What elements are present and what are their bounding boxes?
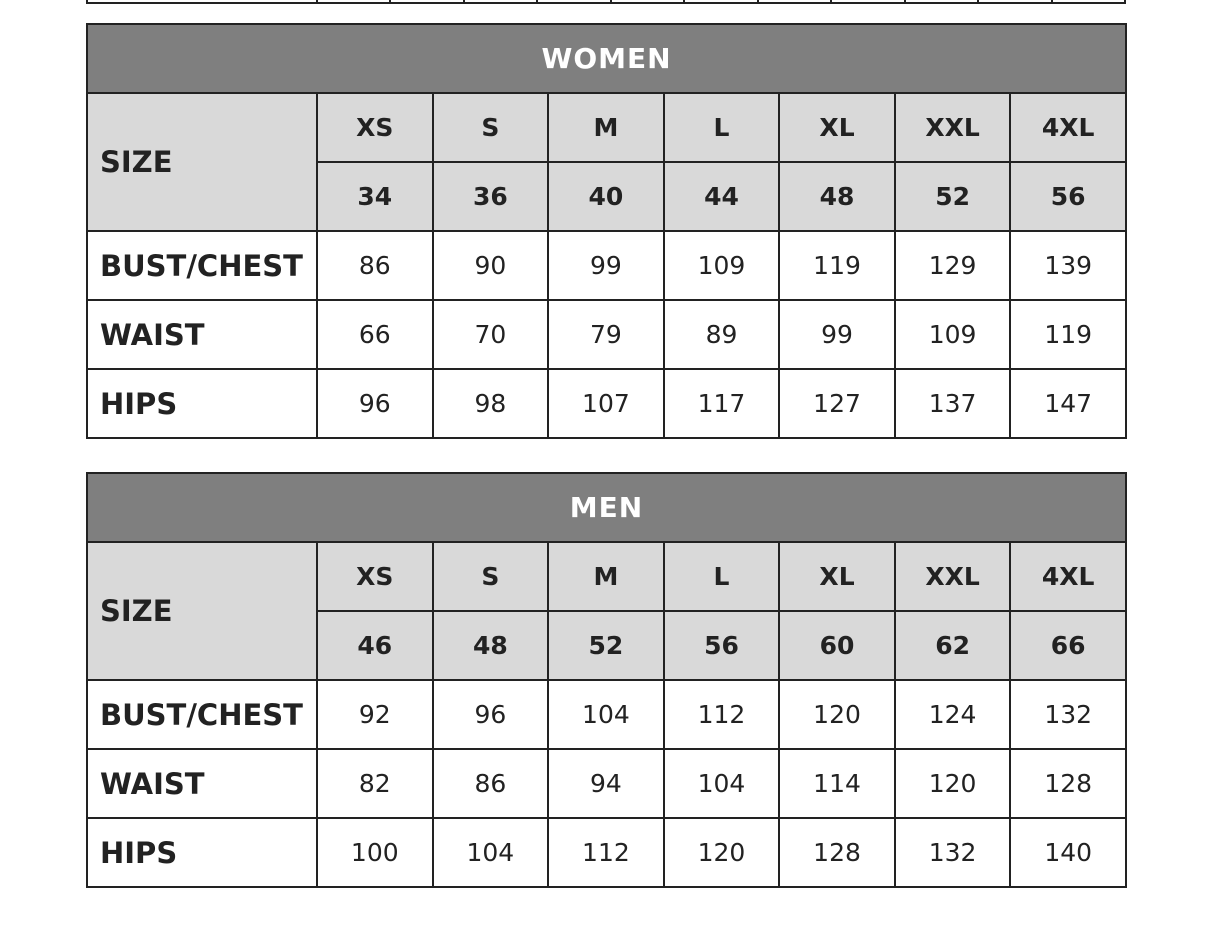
measurement-cell: 96 xyxy=(431,679,550,750)
row-label: BUST/CHEST xyxy=(86,230,318,301)
measurement-cell: 128 xyxy=(1009,748,1127,819)
measurement-cell: 112 xyxy=(662,679,781,750)
measurement-cell: 128 xyxy=(778,817,896,888)
measurement-cell: 89 xyxy=(662,299,781,370)
size-letter-header: 4XL xyxy=(1009,92,1127,163)
size-number-header: 56 xyxy=(662,610,781,681)
size-letter-header: L xyxy=(662,541,781,612)
table-row: BUST/CHEST 86 90 99 109 119 129 139 xyxy=(86,230,1127,301)
measurement-cell: 107 xyxy=(547,368,665,439)
measurement-cell: 124 xyxy=(893,679,1012,750)
size-letter-row: SIZE XS S M L XL XXL 4XL xyxy=(86,541,1127,681)
size-letter-header: S xyxy=(431,92,550,163)
size-number-header: 48 xyxy=(778,161,896,232)
measurement-cell: 104 xyxy=(662,748,781,819)
measurement-cell: 129 xyxy=(893,230,1012,301)
size-number-header: 66 xyxy=(1009,610,1127,681)
measurement-cell: 147 xyxy=(1009,368,1127,439)
men-size-table: MEN SIZE XS S M L XL XXL 4XL 46 48 52 56 60 62 66 BUST/C… xyxy=(86,472,1127,888)
previous-table-bottom-edge xyxy=(86,0,1126,4)
measurement-cell: 104 xyxy=(547,679,665,750)
size-number-header: 46 xyxy=(316,610,434,681)
size-number-header: 52 xyxy=(893,161,1012,232)
measurement-cell: 139 xyxy=(1009,230,1127,301)
size-number-row: 34 36 40 44 48 52 56 xyxy=(87,161,1127,232)
measurement-cell: 127 xyxy=(778,368,896,439)
size-number-header: 40 xyxy=(547,161,665,232)
size-letter-header: XL xyxy=(778,541,896,612)
size-letter-header: XXL xyxy=(893,92,1012,163)
size-letter-header: 4XL xyxy=(1009,541,1127,612)
table-row: HIPS 100 104 112 120 128 132 140 xyxy=(86,817,1127,888)
measurement-cell: 82 xyxy=(316,748,434,819)
measurement-cell: 100 xyxy=(316,817,434,888)
size-label: SIZE xyxy=(86,541,318,681)
table-row: WAIST 66 70 79 89 99 109 119 xyxy=(86,299,1127,370)
measurement-cell: 99 xyxy=(778,299,896,370)
measurement-cell: 114 xyxy=(778,748,896,819)
measurement-cell: 119 xyxy=(778,230,896,301)
women-size-table: WOMEN SIZE XS S M L XL XXL 4XL 34 36 40 44 48 52 56 BUST… xyxy=(86,23,1127,439)
size-number-header: 34 xyxy=(316,161,434,232)
size-letter-header: XL xyxy=(778,92,896,163)
measurement-cell: 99 xyxy=(547,230,665,301)
size-letter-header: M xyxy=(547,92,665,163)
table-row: BUST/CHEST 92 96 104 112 120 124 132 xyxy=(86,679,1127,750)
size-number-header: 56 xyxy=(1009,161,1127,232)
row-label: HIPS xyxy=(86,368,318,439)
measurement-cell: 132 xyxy=(893,817,1012,888)
size-number-header: 62 xyxy=(893,610,1012,681)
measurement-cell: 137 xyxy=(893,368,1012,439)
title-row: WOMEN xyxy=(86,23,1127,94)
size-letter-header: M xyxy=(547,541,665,612)
size-letter-header: S xyxy=(431,541,550,612)
size-label: SIZE xyxy=(86,92,318,232)
table-row: HIPS 96 98 107 117 127 137 147 xyxy=(86,368,1127,439)
size-letter-row: SIZE XS S M L XL XXL 4XL xyxy=(86,92,1127,232)
measurement-cell: 112 xyxy=(547,817,665,888)
size-number-header: 36 xyxy=(431,161,550,232)
measurement-cell: 79 xyxy=(547,299,665,370)
measurement-cell: 117 xyxy=(662,368,781,439)
table-title: MEN xyxy=(86,472,1127,543)
measurement-cell: 86 xyxy=(431,748,550,819)
measurement-cell: 120 xyxy=(662,817,781,888)
measurement-cell: 98 xyxy=(431,368,550,439)
size-number-header: 60 xyxy=(778,610,896,681)
size-letter-header: XS xyxy=(316,92,434,163)
measurement-cell: 94 xyxy=(547,748,665,819)
measurement-cell: 66 xyxy=(316,299,434,370)
measurement-cell: 92 xyxy=(316,679,434,750)
row-label: WAIST xyxy=(86,748,318,819)
size-number-row: 46 48 52 56 60 62 66 xyxy=(87,610,1127,681)
measurement-cell: 120 xyxy=(778,679,896,750)
measurement-cell: 86 xyxy=(316,230,434,301)
measurement-cell: 109 xyxy=(893,299,1012,370)
table-row: WAIST 82 86 94 104 114 120 128 xyxy=(86,748,1127,819)
measurement-cell: 104 xyxy=(431,817,550,888)
size-number-header: 48 xyxy=(431,610,550,681)
measurement-cell: 120 xyxy=(893,748,1012,819)
measurement-cell: 119 xyxy=(1009,299,1127,370)
table-title: WOMEN xyxy=(86,23,1127,94)
row-label: BUST/CHEST xyxy=(86,679,318,750)
title-row: MEN xyxy=(86,472,1127,543)
size-number-header: 52 xyxy=(547,610,665,681)
measurement-cell: 109 xyxy=(662,230,781,301)
measurement-cell: 70 xyxy=(431,299,550,370)
size-number-header: 44 xyxy=(662,161,781,232)
measurement-cell: 140 xyxy=(1009,817,1127,888)
size-letter-header: XXL xyxy=(893,541,1012,612)
measurement-cell: 90 xyxy=(431,230,550,301)
measurement-cell: 96 xyxy=(316,368,434,439)
size-letter-header: L xyxy=(662,92,781,163)
measurement-cell: 132 xyxy=(1009,679,1127,750)
row-label: WAIST xyxy=(86,299,318,370)
size-letter-header: XS xyxy=(316,541,434,612)
row-label: HIPS xyxy=(86,817,318,888)
